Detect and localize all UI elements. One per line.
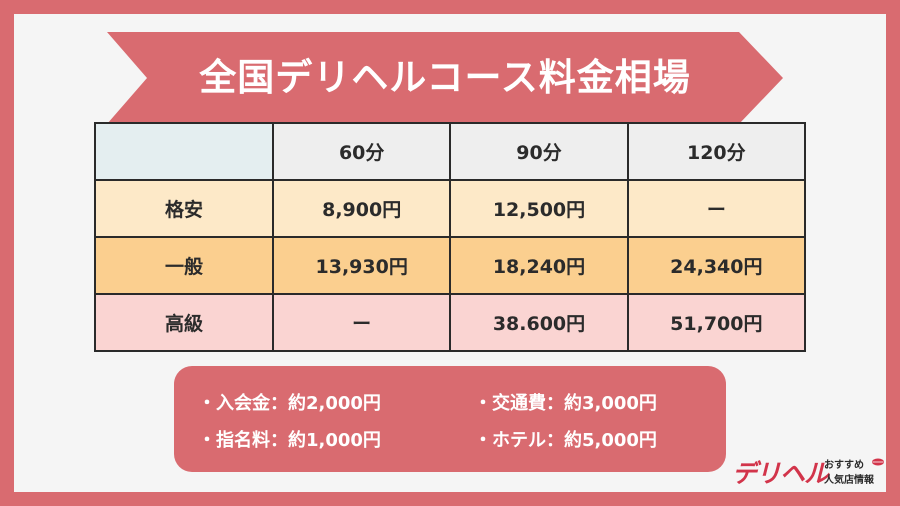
table-header-cell: 90分	[449, 122, 629, 181]
table-cell: 51,700円	[626, 293, 807, 352]
table-cell: ー	[271, 293, 452, 352]
row-label: 格安	[94, 179, 274, 238]
row-label: 一般	[94, 236, 274, 295]
fees-box: ・入会金：約2,000円 ・交通費：約3,000円 ・指名料：約1,000円 ・…	[174, 366, 726, 472]
fee-item: ・ホテル：約5,000円	[474, 430, 657, 451]
table-row: 格安 8,900円 12,500円 ー	[94, 179, 807, 238]
fee-item: ・入会金：約2,000円	[198, 393, 381, 414]
banner-arrow-shape	[107, 32, 783, 124]
table-cell: 18,240円	[449, 236, 629, 295]
logo-main-text: デリヘル	[732, 459, 829, 488]
table-row: 一般 13,930円 18,240円 24,340円	[94, 236, 807, 295]
lips-icon	[872, 458, 884, 466]
fee-item: ・交通費：約3,000円	[474, 393, 657, 414]
title-banner: 全国デリヘルコース料金相場	[107, 32, 783, 124]
table-header-cell	[94, 122, 274, 181]
content-panel: 全国デリヘルコース料金相場 60分 90分 120分 格安 8,900円 12,…	[14, 14, 886, 492]
table-cell: 13,930円	[271, 236, 452, 295]
logo-sub-text: 人気店情報	[824, 475, 874, 486]
site-logo: デリヘル おすすめ 人気店情報	[732, 454, 884, 488]
logo-sub-text: おすすめ	[824, 460, 864, 471]
table-header-row: 60分 90分 120分	[94, 122, 807, 181]
table-cell: 12,500円	[449, 179, 629, 238]
table-row: 高級 ー 38.600円 51,700円	[94, 293, 807, 352]
page-title: 全国デリヘルコース料金相場	[199, 56, 691, 99]
table-cell: 38.600円	[449, 293, 629, 352]
price-table: 60分 90分 120分 格安 8,900円 12,500円 ー 一般 13,9…	[94, 122, 807, 352]
table-cell: ー	[626, 179, 807, 238]
table-header-cell: 60分	[271, 122, 452, 181]
table-cell: 8,900円	[271, 179, 452, 238]
table-header-cell: 120分	[626, 122, 807, 181]
row-label: 高級	[94, 293, 274, 352]
table-cell: 24,340円	[626, 236, 807, 295]
fee-item: ・指名料：約1,000円	[198, 430, 381, 451]
